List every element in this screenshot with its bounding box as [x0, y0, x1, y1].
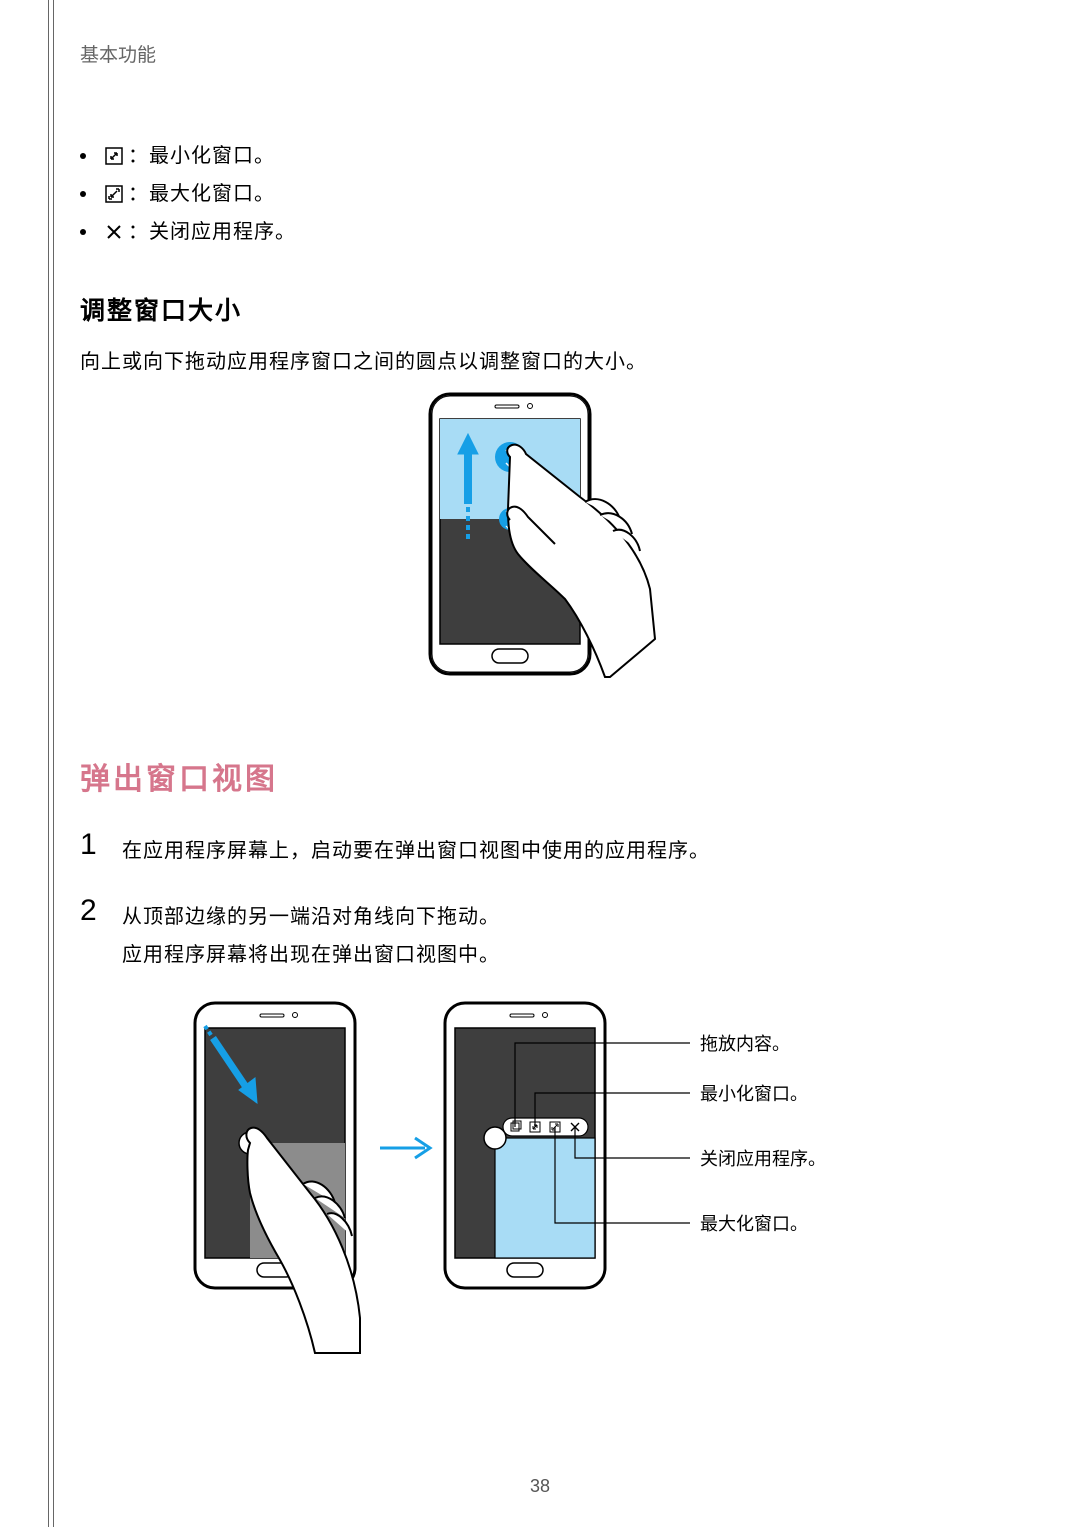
popup-steps: 1 在应用程序屏幕上，启动要在弹出窗口视图中使用的应用程序。 2 从顶部边缘的另… — [80, 828, 1030, 974]
legend-maximize-text: ：最大化窗口。 — [128, 175, 275, 213]
maximize-icon — [104, 184, 124, 204]
bullet-icon — [80, 153, 86, 159]
section-resize-body: 向上或向下拖动应用程序窗口之间的圆点以调整窗口的大小。 — [80, 345, 1030, 379]
callout-minimize: 最小化窗口。 — [700, 1084, 808, 1104]
figure-resize — [80, 389, 1030, 684]
step-number: 1 — [80, 828, 104, 861]
legend-minimize-text: ：最小化窗口。 — [128, 137, 275, 175]
section-resize-heading: 调整窗口大小 — [80, 291, 1030, 327]
legend-maximize: ：最大化窗口。 — [80, 175, 1030, 213]
figure-popup: 拖放内容。 最小化窗口。 关闭应用程序。 最大化窗口。 — [80, 998, 1030, 1363]
section-popup-heading: 弹出窗口视图 — [80, 754, 1030, 798]
legend-minimize: ：最小化窗口。 — [80, 137, 1030, 175]
step-2-text: 从顶部边缘的另一端沿对角线向下拖动。 应用程序屏幕将出现在弹出窗口视图中。 — [122, 894, 500, 974]
step-2: 2 从顶部边缘的另一端沿对角线向下拖动。 应用程序屏幕将出现在弹出窗口视图中。 — [80, 894, 1030, 974]
callout-close: 关闭应用程序。 — [700, 1149, 826, 1169]
close-icon — [104, 222, 124, 242]
step-1: 1 在应用程序屏幕上，启动要在弹出窗口视图中使用的应用程序。 — [80, 828, 1030, 870]
page-number: 38 — [0, 1476, 1080, 1497]
bullet-icon — [80, 229, 86, 235]
minimize-icon — [104, 146, 124, 166]
legend-close: ：关闭应用程序。 — [80, 213, 1030, 251]
page-header: 基本功能 — [80, 40, 1030, 67]
icon-legend-list: ：最小化窗口。 ：最大化窗口。 ：关闭应用程序。 — [80, 137, 1030, 251]
callout-maximize: 最大化窗口。 — [700, 1214, 808, 1234]
callout-drag: 拖放内容。 — [700, 1034, 790, 1054]
step-1-text: 在应用程序屏幕上，启动要在弹出窗口视图中使用的应用程序。 — [122, 828, 710, 870]
legend-close-text: ：关闭应用程序。 — [128, 213, 296, 251]
bullet-icon — [80, 191, 86, 197]
step-number: 2 — [80, 894, 104, 927]
